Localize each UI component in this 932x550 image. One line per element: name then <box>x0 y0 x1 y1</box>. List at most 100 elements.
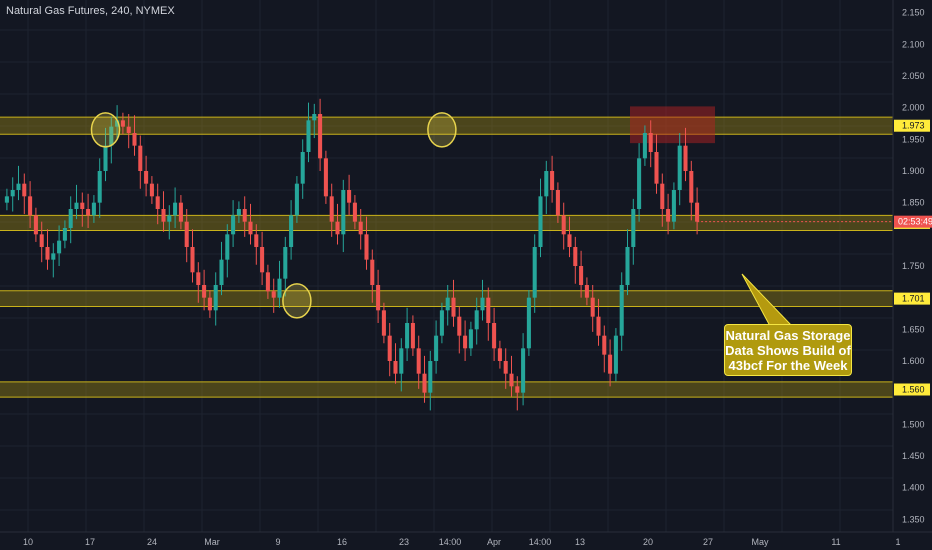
candle-body <box>457 316 462 336</box>
candle-body <box>277 278 282 298</box>
price-tick-label: 2.000 <box>902 103 925 113</box>
price-tick-label: 2.050 <box>902 71 925 81</box>
candle-body <box>254 234 259 247</box>
candle-body <box>584 285 589 298</box>
candle-body <box>619 285 624 336</box>
candle-body <box>178 202 183 222</box>
candle-body <box>91 202 96 216</box>
price-tick-label: 1.500 <box>902 419 925 429</box>
candle-body <box>306 120 311 152</box>
candle-body <box>695 202 700 222</box>
candle-body <box>352 202 357 222</box>
candle-body <box>300 152 305 184</box>
price-tick-label: 1.950 <box>902 134 925 144</box>
time-tick-label: 13 <box>575 537 585 547</box>
candle-body <box>625 247 630 285</box>
level-zone <box>0 215 893 231</box>
candle-body <box>120 120 125 127</box>
candle-body <box>167 215 172 222</box>
candle-body <box>416 348 421 374</box>
candle-body <box>155 196 160 209</box>
candle-body <box>480 297 485 311</box>
annotation-callout[interactable]: Natural Gas Storage Data Shows Build of … <box>724 324 852 376</box>
level-price-tag <box>894 119 930 132</box>
price-axis-bg <box>893 0 932 550</box>
candle-body <box>265 272 270 292</box>
candle-body <box>648 133 653 152</box>
candle-body <box>45 247 50 260</box>
time-tick-label: 11 <box>831 537 840 547</box>
candle-body <box>80 202 85 209</box>
candle-body <box>671 190 676 222</box>
candle-body <box>236 209 241 216</box>
candle-body <box>596 316 601 336</box>
time-tick-label: 14:00 <box>439 537 462 547</box>
candle-body <box>613 335 618 374</box>
candle-body <box>329 196 334 222</box>
highlight-circle <box>90 112 121 148</box>
candle-body <box>57 240 62 254</box>
candle-body <box>184 221 189 247</box>
time-tick-label: Apr <box>487 537 501 547</box>
time-axis[interactable]: 10 17 24 Mar 9 16 23 14:00 Apr 14:00 13 20 27 May 11 1 <box>0 531 932 550</box>
candle-body <box>683 145 688 171</box>
candle-body <box>561 215 566 235</box>
candle-body <box>573 247 578 266</box>
candle-body <box>486 297 491 323</box>
highlight-circles <box>90 112 457 319</box>
price-tick-label: 1.450 <box>902 451 925 461</box>
candle-body <box>190 247 195 273</box>
candle-body <box>677 145 682 190</box>
candle-body <box>248 221 253 235</box>
annotation-text: Natural Gas Storage Data Shows Build of … <box>725 327 851 373</box>
candle-body <box>399 348 404 374</box>
candle-body <box>28 196 33 216</box>
candle-body <box>451 297 456 317</box>
time-tick-label: 16 <box>337 537 347 547</box>
candle-body <box>410 323 415 349</box>
level-zone <box>0 381 893 398</box>
candle-body <box>109 126 114 146</box>
price-axis[interactable]: 2.150 2.100 2.050 2.000 1.950 1.900 1.850 1.750… <box>892 0 932 550</box>
candle-body <box>532 247 537 298</box>
candle-body <box>497 348 502 361</box>
candle-body <box>33 215 38 235</box>
candle-body <box>364 234 369 260</box>
current-price-label: 02:53:49 <box>898 217 932 227</box>
price-tick-label: 1.600 <box>902 356 925 366</box>
candle-body <box>631 209 636 247</box>
candle-body <box>387 335 392 361</box>
candle-body <box>526 297 531 349</box>
candle-body <box>445 297 450 311</box>
candle-series <box>4 98 893 411</box>
candle-body <box>590 297 595 317</box>
highlight-circle <box>282 283 312 319</box>
candle-body <box>654 152 659 184</box>
candle-body <box>474 310 479 330</box>
candle-body <box>323 158 328 197</box>
candle-body <box>202 285 207 298</box>
support-resistance-zones <box>0 106 893 398</box>
candle-body <box>74 202 79 209</box>
candle-body <box>271 291 276 298</box>
price-tick-label: 1.400 <box>902 483 925 493</box>
candle-body <box>115 120 120 127</box>
time-tick-label: Mar <box>204 537 220 547</box>
time-tick-label: 20 <box>643 537 653 547</box>
candle-body <box>468 329 473 349</box>
candle-body <box>312 114 317 121</box>
candle-body <box>341 190 346 235</box>
candle-body <box>555 190 560 216</box>
time-tick-label: 14:00 <box>529 537 552 547</box>
price-tick-label: 1.900 <box>902 166 925 176</box>
candle-body <box>68 209 73 228</box>
candle-body <box>4 196 9 203</box>
candle-body <box>219 259 224 285</box>
time-tick-label: 23 <box>399 537 409 547</box>
candle-body <box>637 158 642 209</box>
candle-body <box>51 253 56 260</box>
price-tick-label: 2.150 <box>902 8 925 18</box>
candle-body <box>173 202 178 216</box>
time-tick-label: 17 <box>85 537 95 547</box>
